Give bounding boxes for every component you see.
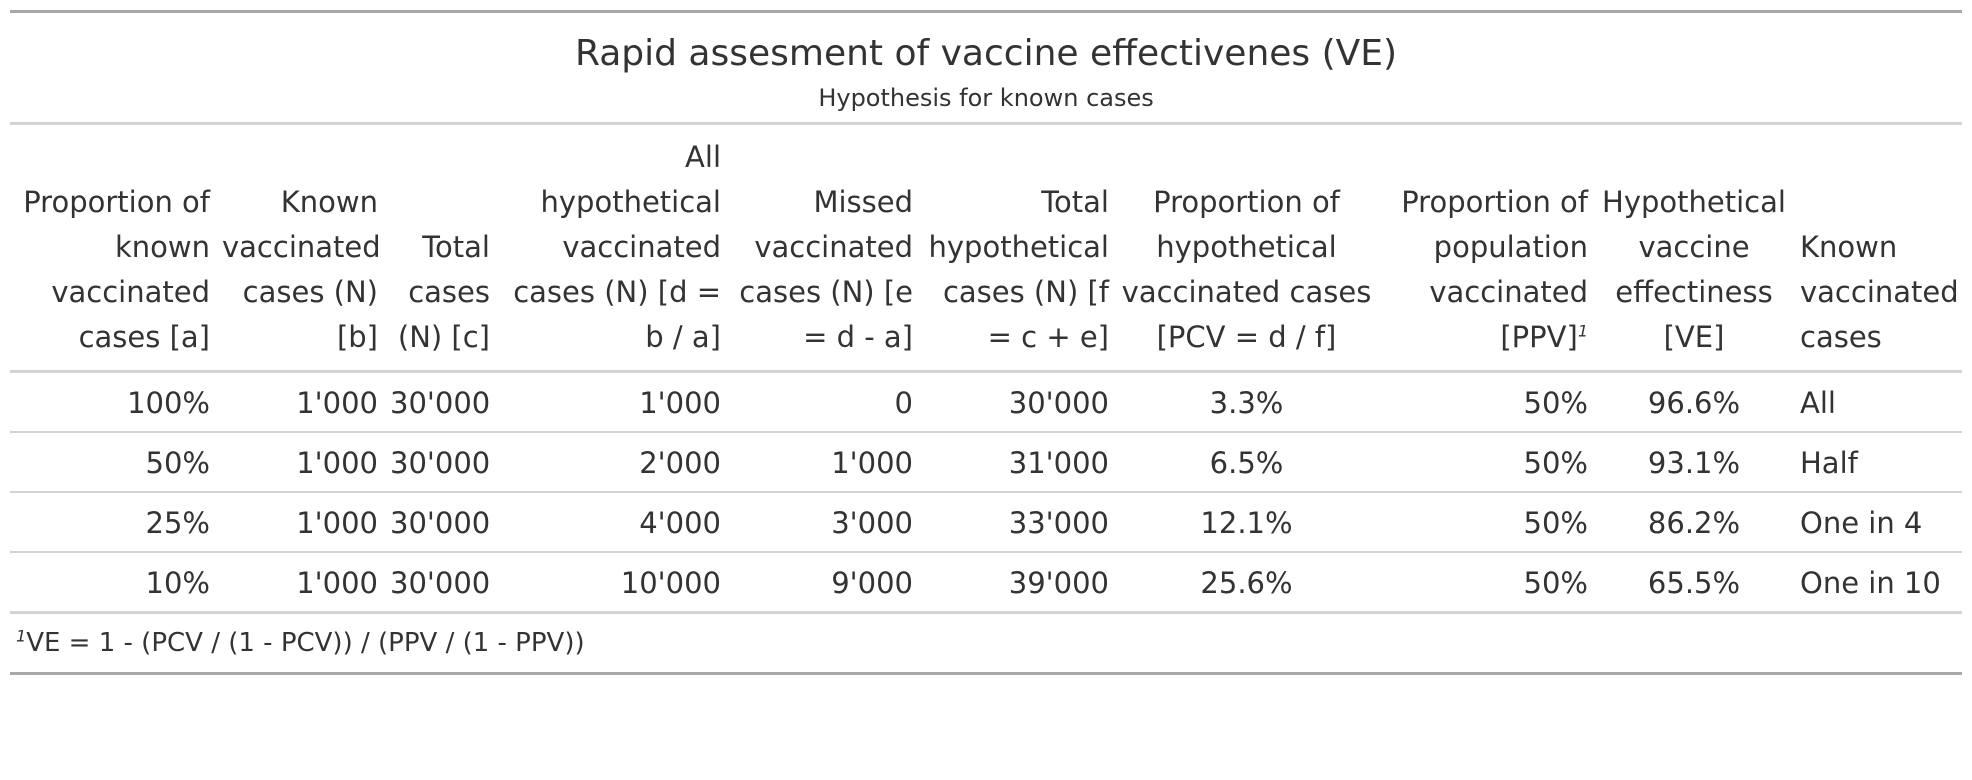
table-footnote: 1VE = 1 - (PCV / (1 - PCV)) / (PPV / (1 … [16, 626, 585, 658]
table-cell: 50% [10, 432, 216, 493]
table-cell: 1'000 [727, 432, 919, 493]
column-header: Known vaccinated cases [1794, 123, 1963, 373]
table-cell: 10% [10, 552, 216, 614]
table-cell: All [1794, 371, 1963, 433]
table-cell: 3.3% [1115, 371, 1378, 433]
table-row: 50% 1'000 30'000 2'000 1'000 31'000 6.5% 50% 93.… [10, 432, 1963, 493]
table-row: 10% 1'000 30'000 10'000 9'000 39'000 25.6% 50% 6… [10, 552, 1963, 614]
table-cell: 31'000 [919, 432, 1115, 493]
table-cell: 33'000 [919, 492, 1115, 553]
table-cell: 30'000 [384, 371, 496, 433]
column-header: Total cases (N) [c] [384, 123, 496, 373]
footnote-marker: 1 [1577, 321, 1588, 341]
vaccine-effectiveness-table: Rapid assesment of vaccine effectivenes … [10, 10, 1963, 675]
table-cell: 100% [10, 371, 216, 433]
table-cell: 9'000 [727, 552, 919, 614]
table-cell: 10'000 [496, 552, 727, 614]
table-cell: 3'000 [727, 492, 919, 553]
table-cell: 50% [1378, 552, 1594, 614]
column-header: Missed vaccinated cases (N) [e = d - a] [727, 123, 919, 373]
table-cell: 1'000 [496, 371, 727, 433]
table-cell: Half [1794, 432, 1963, 493]
table-cell: One in 10 [1794, 552, 1963, 614]
table-body: 100% 1'000 30'000 1'000 0 30'000 3.3% 50% 96.6% A… [10, 371, 1963, 614]
table-cell: 96.6% [1594, 371, 1794, 433]
table-cell: 30'000 [384, 552, 496, 614]
column-header: All hypothetical vaccinated cases (N) [d… [496, 123, 727, 373]
table-cell: 1'000 [216, 371, 384, 433]
table-row: 100% 1'000 30'000 1'000 0 30'000 3.3% 50% 96.6% A… [10, 371, 1963, 433]
table-cell: 86.2% [1594, 492, 1794, 553]
table-cell: 25% [10, 492, 216, 553]
table-cell: 50% [1378, 492, 1594, 553]
footnote-marker: 1 [16, 626, 27, 646]
table-subtitle: Hypothesis for known cases [10, 74, 1963, 125]
vaccine-effectiveness-table-container: Rapid assesment of vaccine effectivenes … [10, 10, 1963, 675]
table-cell: 0 [727, 371, 919, 433]
table-cell: 93.1% [1594, 432, 1794, 493]
table-cell: 12.1% [1115, 492, 1378, 553]
table-cell: 4'000 [496, 492, 727, 553]
table-cell: 25.6% [1115, 552, 1378, 614]
table-cell: 1'000 [216, 432, 384, 493]
table-cell: 39'000 [919, 552, 1115, 614]
column-header: Proportion of hypothetical vaccinated ca… [1115, 123, 1378, 373]
column-header: Total hypothetical cases (N) [f = c + e] [919, 123, 1115, 373]
table-cell: 6.5% [1115, 432, 1378, 493]
column-header: Proportion of known vaccinated cases [a] [10, 123, 216, 373]
table-cell: 50% [1378, 371, 1594, 433]
table-cell: 30'000 [384, 492, 496, 553]
table-title: Rapid assesment of vaccine effectivenes … [574, 33, 1398, 74]
table-cell: 65.5% [1594, 552, 1794, 614]
table-cell: 1'000 [216, 552, 384, 614]
column-header: Hypothetical vaccine effectiness [VE] [1594, 123, 1794, 373]
table-cell: 1'000 [216, 492, 384, 553]
column-header-row: Proportion of known vaccinated cases [a]… [10, 123, 1963, 373]
table-cell: One in 4 [1794, 492, 1963, 553]
table-cell: 2'000 [496, 432, 727, 493]
table-cell: 30'000 [919, 371, 1115, 433]
column-header: Known vaccinated cases (N) [b] [216, 123, 384, 373]
table-row: 25% 1'000 30'000 4'000 3'000 33'000 12.1% 50% 86… [10, 492, 1963, 553]
table-cell: 30'000 [384, 432, 496, 493]
column-header: Proportion of population vaccinated [PPV… [1378, 123, 1594, 373]
table-cell: 50% [1378, 432, 1594, 493]
